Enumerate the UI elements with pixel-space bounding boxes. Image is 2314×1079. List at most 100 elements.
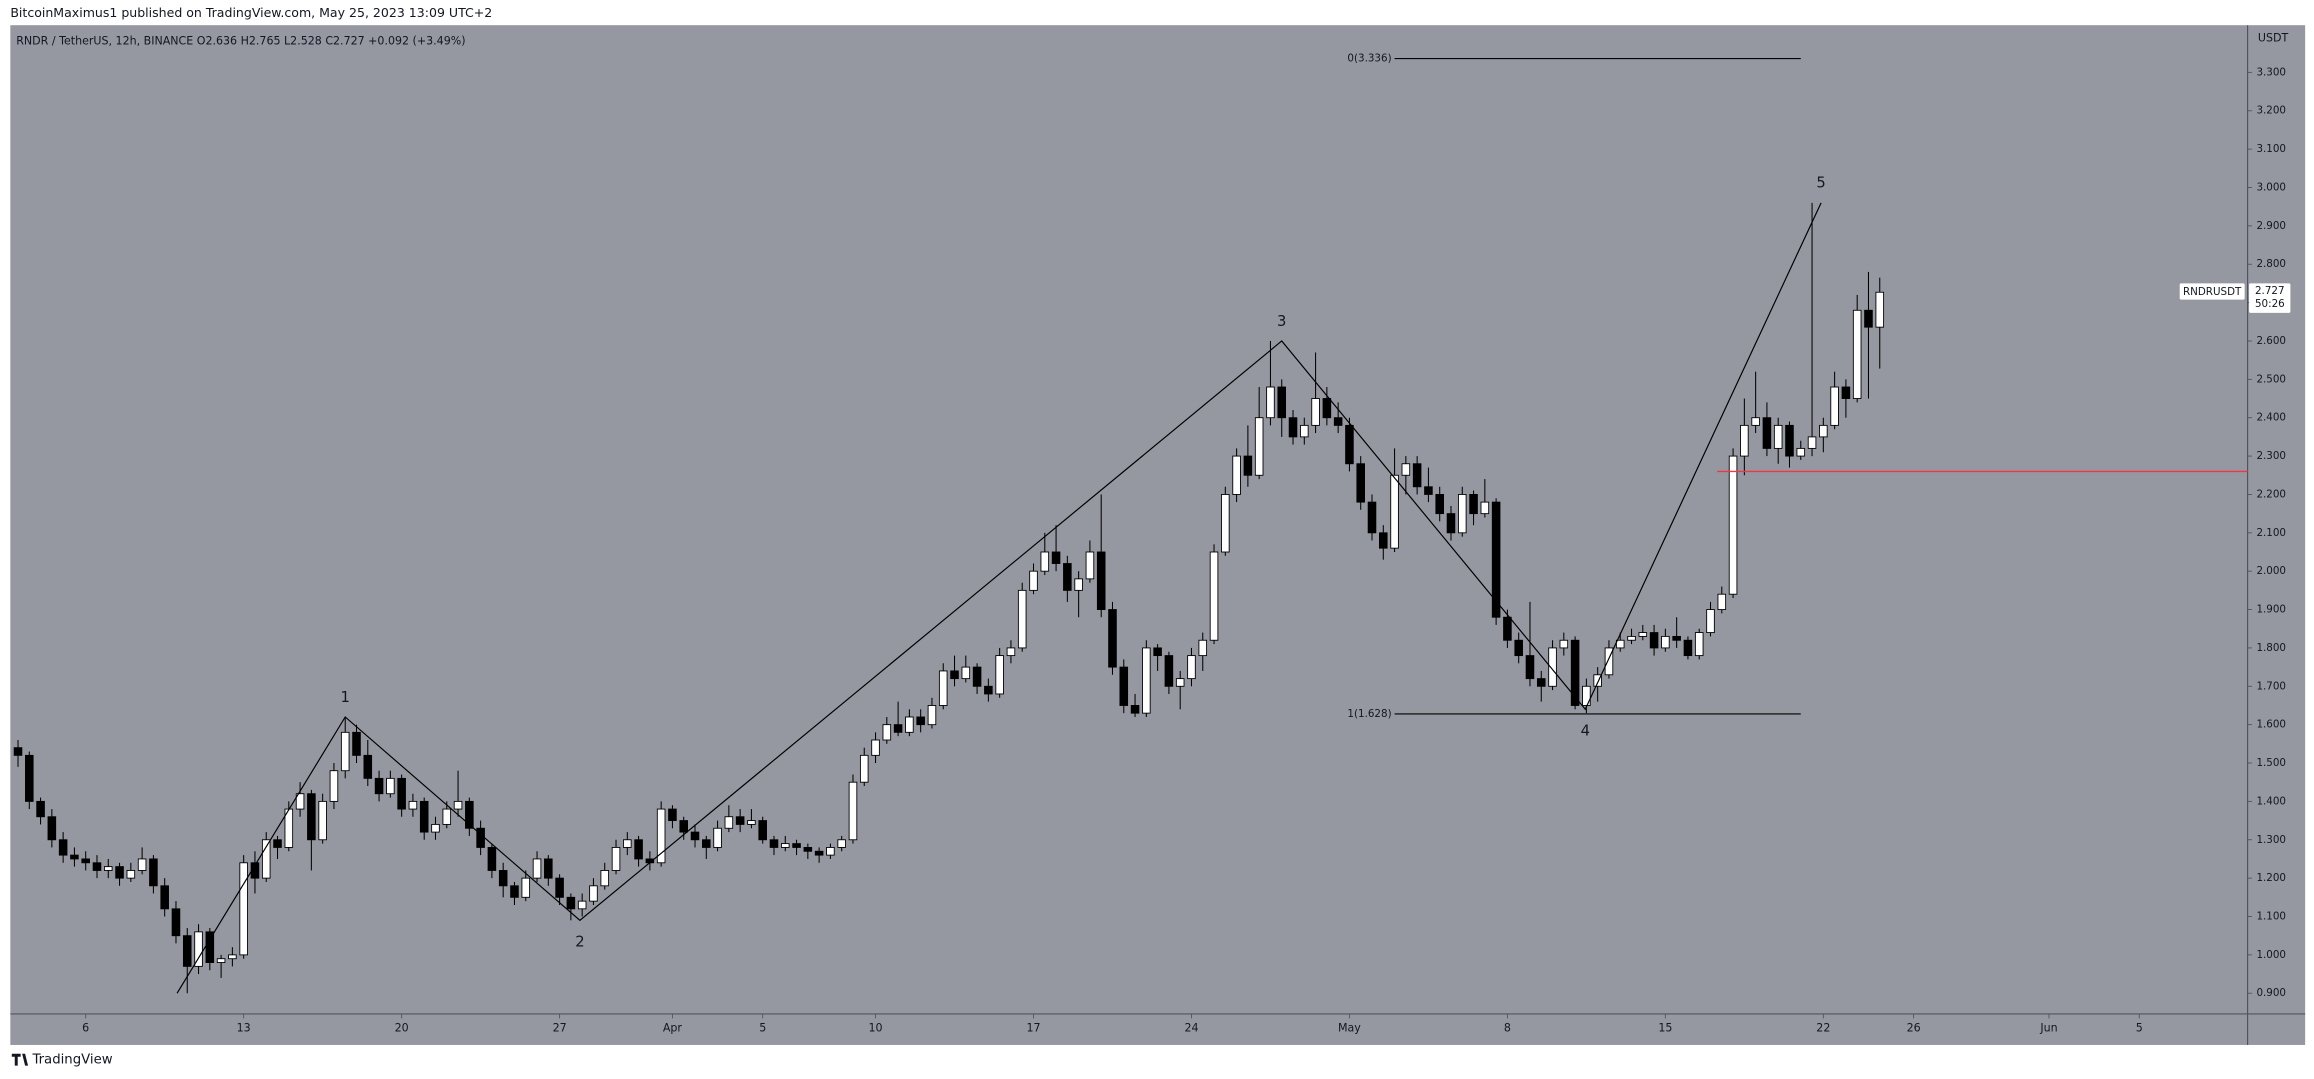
candle-body	[1142, 647, 1151, 714]
candle-body	[1593, 674, 1602, 687]
candle-body	[487, 846, 497, 871]
candle-body	[1119, 666, 1129, 706]
candle-body	[600, 870, 610, 887]
candle-body	[938, 670, 948, 706]
legend: RNDR / TetherUS, 12h, BINANCE O2.636 H2.…	[16, 34, 465, 47]
candle-body	[521, 877, 531, 898]
candle-body	[1548, 647, 1557, 687]
candle-body	[555, 877, 564, 898]
candle-body	[1649, 632, 1659, 649]
candle-body	[171, 908, 181, 937]
candle-body	[476, 827, 485, 848]
candle-body	[1277, 386, 1287, 419]
candle-body	[1198, 639, 1208, 657]
candle-body	[1288, 417, 1298, 438]
candle-body	[92, 862, 102, 871]
candle-body	[1480, 501, 1490, 515]
candle-body	[1401, 463, 1411, 476]
candle-body	[1379, 532, 1388, 549]
candle-body	[13, 747, 23, 756]
candle-body	[1514, 639, 1523, 657]
candle-body	[126, 870, 136, 879]
y-tick-label: 1.300	[2256, 834, 2286, 846]
candle-body	[927, 705, 937, 726]
candle-body	[194, 931, 203, 967]
y-tick-label: 3.300	[2256, 66, 2286, 78]
candle-body	[1457, 494, 1467, 534]
candle-body	[735, 816, 745, 825]
candle-body	[1040, 551, 1050, 572]
candle-body	[1187, 655, 1196, 680]
candle-body	[1051, 551, 1061, 564]
candle-body	[1074, 578, 1083, 591]
candle-body	[1006, 647, 1016, 657]
candle-body	[149, 858, 158, 887]
candle-body	[859, 754, 869, 783]
candle-body	[216, 958, 226, 963]
candle-body	[905, 716, 914, 733]
candle-body	[1446, 513, 1456, 534]
y-tick-label: 1.900	[2256, 604, 2286, 616]
y-tick-label: 1.800	[2256, 642, 2286, 654]
fib-label: 0(3.336)	[1347, 53, 1391, 65]
x-tick-label: May	[1338, 1022, 1361, 1035]
candle-body	[826, 846, 835, 856]
y-tick-label: 2.300	[2256, 450, 2286, 462]
candle-body	[1153, 647, 1162, 657]
candle-body	[1773, 424, 1783, 449]
candle-body	[442, 808, 452, 825]
candle-body	[1852, 309, 1862, 399]
x-tick-label: 27	[553, 1022, 567, 1035]
candle-body	[273, 839, 282, 848]
candle-body	[408, 800, 418, 810]
candle-body	[1830, 386, 1839, 426]
candle-body	[1435, 494, 1444, 515]
candle-body	[1254, 417, 1264, 476]
symbol-tag: RNDRUSDT	[2183, 286, 2242, 298]
wave-label: 4	[1581, 722, 1590, 739]
wave-label: 5	[1816, 175, 1825, 192]
candle-body	[893, 724, 903, 733]
candle-body	[623, 839, 632, 848]
candle-body	[1017, 589, 1027, 649]
candle-body	[81, 858, 90, 864]
candle-body	[1864, 309, 1873, 328]
candle-body	[1221, 494, 1230, 553]
wave-line	[176, 202, 1822, 994]
candle-body	[668, 808, 677, 822]
candle-body	[1322, 398, 1332, 419]
candle-body	[340, 731, 350, 772]
candle-body	[1740, 424, 1749, 457]
y-tick-label: 2.400	[2256, 412, 2286, 424]
candle-body	[656, 808, 666, 864]
x-tick-label: 6	[82, 1022, 89, 1035]
candle-body	[1570, 639, 1580, 706]
footer-logo	[11, 1053, 29, 1066]
candle-body	[1875, 291, 1885, 328]
candle-body	[1536, 678, 1546, 687]
candle-body	[1785, 424, 1794, 457]
candle-body	[611, 846, 621, 871]
candle-body	[713, 827, 722, 848]
footer: TradingView	[31, 1053, 112, 1068]
x-tick-label: 15	[1658, 1022, 1672, 1035]
candle-body	[1796, 447, 1806, 457]
y-tick-label: 0.900	[2256, 987, 2286, 999]
wave-label: 2	[575, 933, 584, 950]
x-tick-label: 22	[1816, 1022, 1830, 1035]
candle-body	[1266, 386, 1275, 419]
candle-body	[1582, 685, 1591, 706]
price-tag: 2.727	[2255, 285, 2285, 297]
candle-body	[803, 846, 813, 852]
candle-body	[498, 870, 508, 887]
candle-body	[589, 885, 598, 902]
candle-body	[1604, 647, 1614, 676]
y-tick-label: 1.600	[2256, 719, 2286, 731]
candle-body	[1412, 463, 1422, 488]
candle-body	[182, 935, 192, 967]
header: BitcoinMaximus1 published on TradingView…	[10, 5, 492, 20]
candle-body	[465, 800, 474, 829]
candle-body	[1751, 417, 1760, 426]
candle-body	[239, 862, 248, 956]
